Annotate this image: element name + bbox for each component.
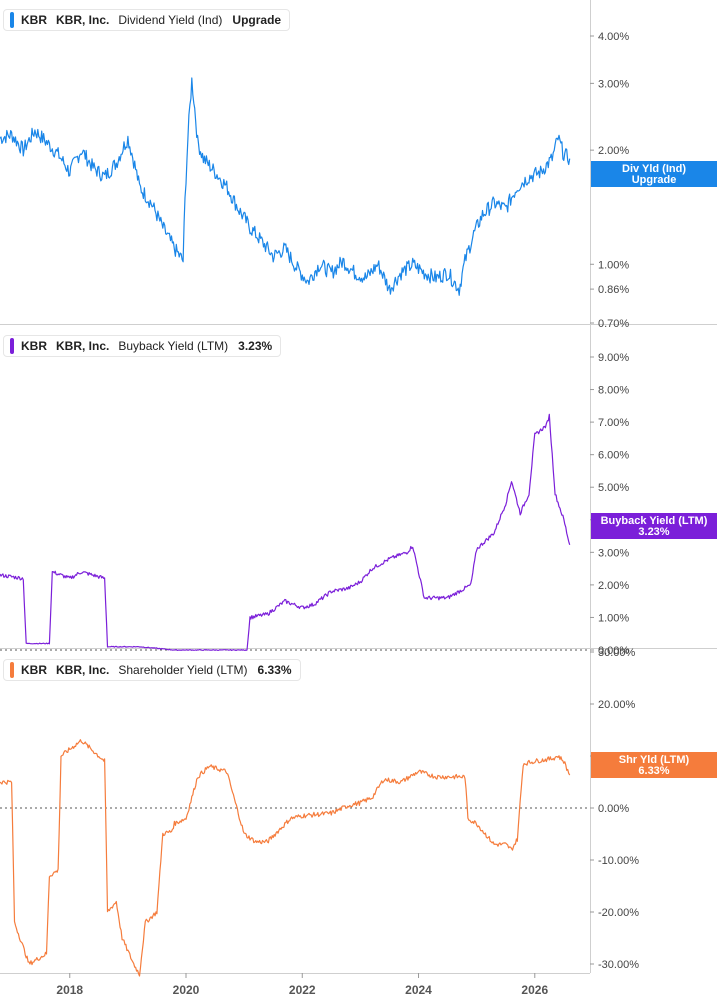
y-tick-label: 9.00% [598,352,629,364]
x-tick-label: 2020 [173,983,200,997]
value-tag-line1: Div Yld (Ind) [622,163,686,175]
legend-shareholder-yield[interactable]: KBR KBR, Inc. Shareholder Yield (LTM) 6.… [3,659,301,681]
value-tag-line2: 6.33% [638,765,669,777]
y-tick-label: 7.00% [598,417,629,429]
legend-ticker: KBR [21,339,47,353]
x-tick-label: 2024 [405,983,432,997]
y-tick-label: 5.00% [598,482,629,494]
legend-company: KBR, Inc. [56,663,110,677]
series-line [0,77,571,296]
y-tick-label: 0.00% [598,803,629,815]
series-line [0,739,571,977]
y-tick-label: 0.70% [598,318,629,330]
legend-buyback-yield[interactable]: KBR KBR, Inc. Buyback Yield (LTM) 3.23% [3,335,282,357]
y-tick-label: 2.00% [598,145,629,157]
y-tick-label: -30.00% [598,959,639,971]
y-tick-label: 1.00% [598,612,629,624]
y-tick-label: 8.00% [598,385,629,397]
legend-value: 6.33% [257,663,292,677]
value-tag-line1: Buyback Yield (LTM) [601,515,708,527]
y-tick-label: 0.00% [598,645,629,657]
legend-swatch [10,338,14,354]
y-tick-label: -10.00% [598,855,639,867]
value-tag-line2: Upgrade [632,174,677,186]
value-tag [591,161,717,187]
value-tag [591,752,717,778]
y-tick-label: 4.00% [598,31,629,43]
y-tick-label: 30.00% [598,647,636,659]
x-tick-label: 2026 [521,983,548,997]
legend-ticker: KBR [21,663,47,677]
y-tick-label: 0.86% [598,284,629,296]
value-tag [591,513,717,539]
legend-swatch [10,12,14,28]
y-tick-label: 3.00% [598,547,629,559]
legend-company: KBR, Inc. [56,13,110,27]
y-tick-label: 20.00% [598,699,636,711]
y-tick-label: 6.00% [598,450,629,462]
legend-value[interactable]: Upgrade [232,13,282,27]
legend-metric: Dividend Yield (Ind) [118,13,223,27]
x-tick-label: 2022 [289,983,316,997]
y-tick-label: 3.00% [598,78,629,90]
legend-ticker: KBR [21,13,47,27]
legend-value: 3.23% [238,339,273,353]
value-tag-line1: Shr Yld (LTM) [619,754,690,766]
series-line [0,413,571,651]
value-tag-line2: 3.23% [638,526,669,538]
legend-metric: Shareholder Yield (LTM) [118,663,248,677]
x-tick-label: 2018 [56,983,83,997]
y-tick-label: 1.00% [598,259,629,271]
legend-dividend-yield[interactable]: KBR KBR, Inc. Dividend Yield (Ind) Upgra… [3,9,291,31]
y-tick-label: 2.00% [598,580,629,592]
legend-swatch [10,662,14,678]
legend-metric: Buyback Yield (LTM) [118,339,229,353]
y-tick-label: -20.00% [598,907,639,919]
legend-company: KBR, Inc. [56,339,110,353]
